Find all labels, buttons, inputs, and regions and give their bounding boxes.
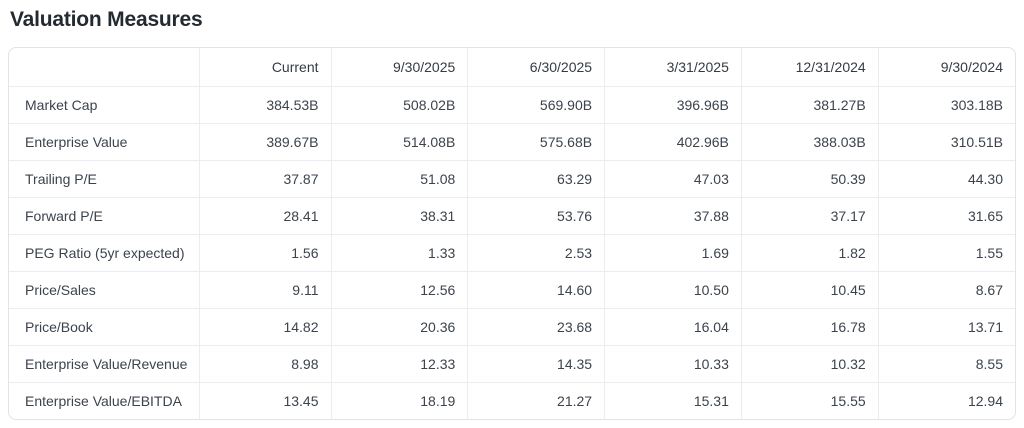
cell-value: 37.87 <box>198 159 331 197</box>
column-header: 6/30/2025 <box>467 48 605 86</box>
cell-value: 16.04 <box>604 307 742 345</box>
cell-value: 402.96B <box>604 122 742 160</box>
table-row: Enterprise Value 389.67B 514.08B 575.68B 402… <box>9 122 1015 160</box>
cell-value: 12.33 <box>330 344 468 382</box>
table-row: Price/Book 14.82 20.36 23.68 16.04 16.78 13.71 <box>9 307 1015 345</box>
row-label: Price/Book <box>9 307 199 345</box>
cell-value: 13.71 <box>877 307 1015 345</box>
cell-value: 47.03 <box>604 159 742 197</box>
table-body: Market Cap 384.53B 508.02B 569.90B 396.96B 38… <box>9 85 1015 419</box>
cell-value: 1.55 <box>877 233 1015 271</box>
corner-header-cell <box>9 48 199 86</box>
cell-value: 10.32 <box>740 344 879 382</box>
cell-value: 28.41 <box>198 196 331 234</box>
cell-value: 1.33 <box>330 233 468 271</box>
cell-value: 21.27 <box>467 381 605 419</box>
column-header: 3/31/2025 <box>604 48 742 86</box>
column-header: 9/30/2024 <box>877 48 1015 86</box>
cell-value: 50.39 <box>740 159 879 197</box>
row-label: Enterprise Value <box>9 122 199 160</box>
cell-value: 10.50 <box>604 270 742 308</box>
cell-value: 37.17 <box>740 196 879 234</box>
row-label: Forward P/E <box>9 196 199 234</box>
cell-value: 12.94 <box>877 381 1015 419</box>
cell-value: 14.82 <box>198 307 331 345</box>
cell-value: 51.08 <box>330 159 468 197</box>
cell-value: 37.88 <box>604 196 742 234</box>
cell-value: 303.18B <box>877 85 1015 123</box>
cell-value: 12.56 <box>330 270 468 308</box>
table-row: Price/Sales 9.11 12.56 14.60 10.50 10.45 8.67 <box>9 270 1015 308</box>
cell-value: 63.29 <box>467 159 605 197</box>
cell-value: 8.67 <box>877 270 1015 308</box>
cell-value: 1.56 <box>198 233 331 271</box>
cell-value: 381.27B <box>740 85 879 123</box>
cell-value: 396.96B <box>604 85 742 123</box>
cell-value: 9.11 <box>198 270 331 308</box>
cell-value: 389.67B <box>198 122 331 160</box>
row-label: Price/Sales <box>9 270 199 308</box>
cell-value: 2.53 <box>467 233 605 271</box>
cell-value: 384.53B <box>198 85 331 123</box>
header-row: Current 9/30/2025 6/30/2025 3/31/2025 12/31/… <box>9 48 1015 86</box>
table-row: Forward P/E 28.41 38.31 53.76 37.88 37.17 31.6… <box>9 196 1015 234</box>
valuation-table: Current 9/30/2025 6/30/2025 3/31/2025 12/31/… <box>9 48 1015 419</box>
cell-value: 508.02B <box>330 85 468 123</box>
cell-value: 10.45 <box>740 270 879 308</box>
cell-value: 53.76 <box>467 196 605 234</box>
cell-value: 8.55 <box>877 344 1015 382</box>
cell-value: 16.78 <box>740 307 879 345</box>
column-header: Current <box>198 48 331 86</box>
cell-value: 14.35 <box>467 344 605 382</box>
table-row: PEG Ratio (5yr expected) 1.56 1.33 2.53 1.69… <box>9 233 1015 271</box>
table-row: Trailing P/E 37.87 51.08 63.29 47.03 50.39 44.… <box>9 159 1015 197</box>
cell-value: 31.65 <box>877 196 1015 234</box>
row-label: Enterprise Value/EBITDA <box>9 381 199 419</box>
column-header: 9/30/2025 <box>330 48 468 86</box>
cell-value: 569.90B <box>467 85 605 123</box>
cell-value: 8.98 <box>198 344 331 382</box>
cell-value: 575.68B <box>467 122 605 160</box>
row-label: PEG Ratio (5yr expected) <box>9 233 199 271</box>
cell-value: 44.30 <box>877 159 1015 197</box>
valuation-table-container: Current 9/30/2025 6/30/2025 3/31/2025 12/31/… <box>8 47 1016 420</box>
cell-value: 1.82 <box>740 233 879 271</box>
cell-value: 15.55 <box>740 381 879 419</box>
row-label: Market Cap <box>9 85 199 123</box>
cell-value: 18.19 <box>330 381 468 419</box>
cell-value: 23.68 <box>467 307 605 345</box>
row-label: Enterprise Value/Revenue <box>9 344 199 382</box>
table-header: Current 9/30/2025 6/30/2025 3/31/2025 12/31/… <box>9 48 1015 86</box>
table-row: Enterprise Value/EBITDA 13.45 18.19 21.27 15… <box>9 381 1015 419</box>
column-header: 12/31/2024 <box>740 48 879 86</box>
table-row: Enterprise Value/Revenue 8.98 12.33 14.35 10… <box>9 344 1015 382</box>
page-title: Valuation Measures <box>10 8 203 31</box>
cell-value: 20.36 <box>330 307 468 345</box>
cell-value: 14.60 <box>467 270 605 308</box>
cell-value: 15.31 <box>604 381 742 419</box>
cell-value: 388.03B <box>740 122 879 160</box>
cell-value: 514.08B <box>330 122 468 160</box>
cell-value: 310.51B <box>877 122 1015 160</box>
table-row: Market Cap 384.53B 508.02B 569.90B 396.96B 38… <box>9 85 1015 123</box>
cell-value: 13.45 <box>198 381 331 419</box>
row-label: Trailing P/E <box>9 159 199 197</box>
cell-value: 10.33 <box>604 344 742 382</box>
cell-value: 1.69 <box>604 233 742 271</box>
cell-value: 38.31 <box>330 196 468 234</box>
